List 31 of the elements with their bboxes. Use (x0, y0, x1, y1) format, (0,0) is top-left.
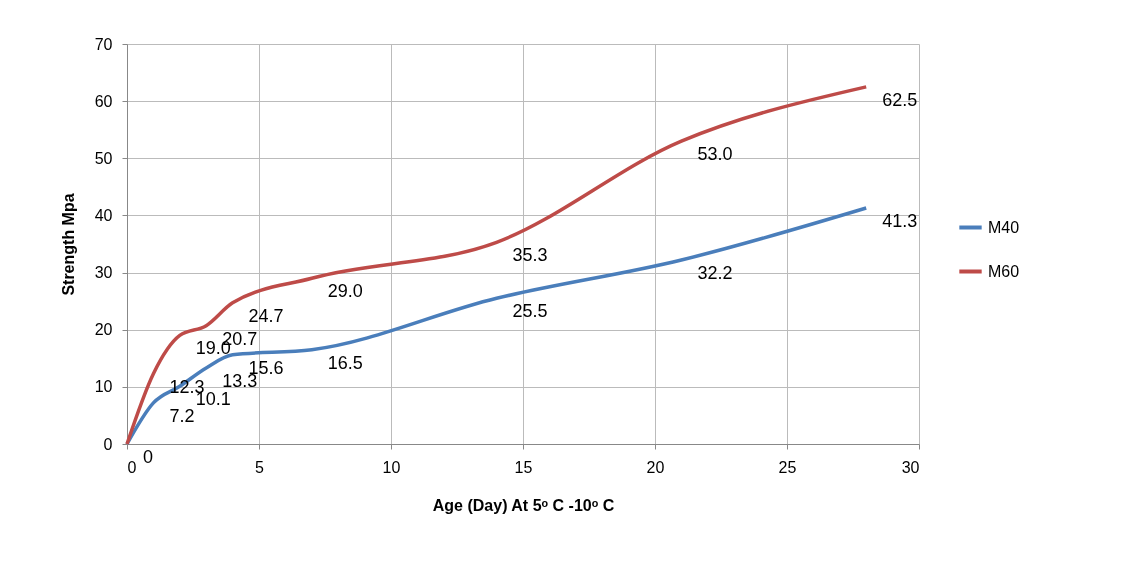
y-axis-title: Strength Mpa (59, 193, 77, 296)
data-label: 53.0 (697, 144, 733, 165)
data-label: 35.3 (512, 245, 548, 266)
data-label: 24.7 (248, 305, 284, 326)
data-label: 32.2 (697, 263, 733, 283)
y-tick-label: 0 (103, 435, 113, 453)
y-tick-label: 10 (94, 378, 113, 396)
y-tick-label: 30 (94, 264, 113, 282)
line-series (125, 85, 868, 446)
data-label: 41.3 (882, 211, 918, 231)
y-tick-label: 70 (94, 35, 113, 53)
x-tick-label: 30 (901, 458, 920, 476)
x-tick-label: 10 (382, 458, 401, 476)
data-label: 62.5 (882, 89, 918, 110)
x-tick-label: 20 (646, 458, 665, 476)
y-tick-label: 40 (94, 206, 113, 224)
y-tick-label: 20 (94, 321, 113, 339)
x-axis-title: Age (Day) At 5ᵒ C -10ᵒ C (432, 496, 615, 514)
data-label: 25.5 (512, 301, 548, 322)
y-tick-label: 50 (94, 149, 113, 167)
data-label: 29.0 (327, 281, 363, 302)
y-tick-label: 60 (94, 92, 113, 110)
x-tick-label: 5 (255, 458, 265, 476)
x-tick-label: 0 (127, 458, 137, 476)
data-label: 16.5 (327, 352, 363, 373)
data-label: 7.2 (169, 405, 195, 426)
x-tick-label: 25 (778, 458, 797, 476)
legend-label: M40 (988, 218, 1020, 236)
x-tick-label: 15 (514, 458, 533, 476)
line-series (125, 206, 868, 446)
legend-label: M60 (988, 262, 1020, 280)
